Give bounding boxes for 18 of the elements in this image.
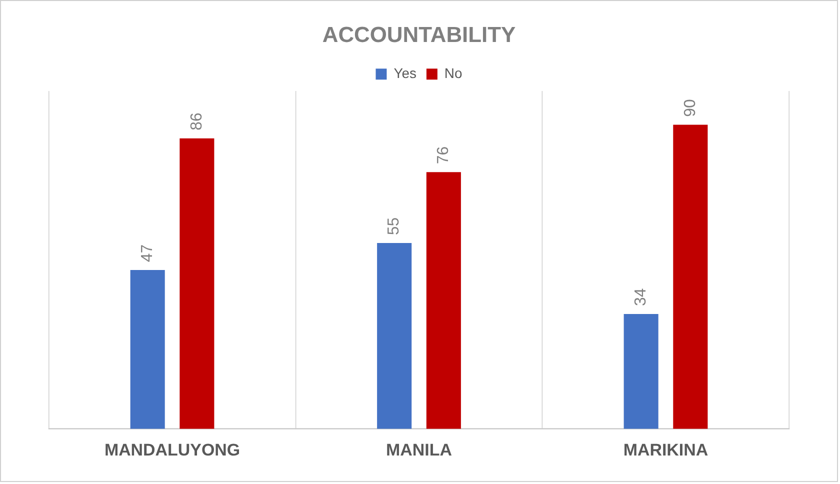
x-tick-label: MANILA (386, 440, 452, 460)
bar (180, 138, 214, 429)
x-tick-label: MARIKINA (623, 440, 708, 460)
bar (426, 172, 461, 429)
legend-label: No (444, 64, 462, 81)
legend-label: Yes (394, 64, 416, 81)
data-label: 76 (435, 146, 452, 164)
chart-title: ACCOUNTABILITY (322, 22, 516, 48)
data-label: 86 (188, 112, 206, 130)
bar (377, 243, 412, 429)
data-label: 90 (682, 98, 699, 117)
data-label: 34 (632, 288, 650, 306)
data-label: 55 (386, 217, 403, 236)
x-tick-label: MANDALUYONG (104, 440, 240, 460)
bar (673, 124, 708, 429)
data-label: 47 (138, 244, 156, 262)
bar (130, 270, 165, 429)
bar (624, 314, 658, 429)
